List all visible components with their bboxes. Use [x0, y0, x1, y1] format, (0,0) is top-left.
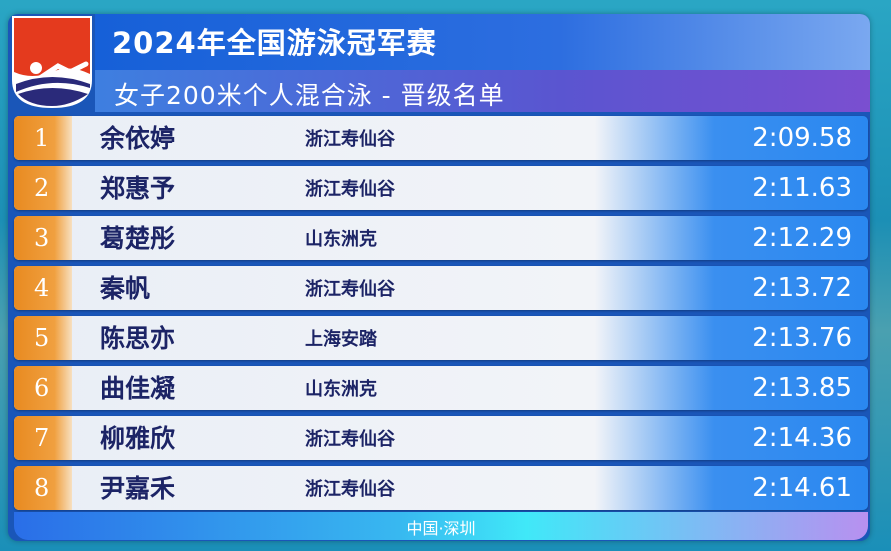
swimming-logo-icon: [12, 16, 92, 108]
result-time: 2:14.36: [752, 423, 852, 453]
result-row: 5 陈思亦 上海安踏 2:13.76: [14, 316, 868, 360]
athlete-name: 陈思亦: [100, 324, 176, 353]
result-time: 2:11.63: [752, 173, 852, 203]
athlete-name: 葛楚彤: [100, 224, 176, 253]
rank-badge: 6: [14, 366, 72, 410]
result-row: 6 曲佳凝 山东洲克 2:13.85: [14, 366, 868, 410]
athlete-name: 秦帆: [100, 274, 151, 303]
event-subtitle: 女子200米个人混合泳 - 晋级名单: [114, 81, 505, 110]
rank-badge: 1: [14, 116, 72, 160]
team-name: 上海安踏: [305, 329, 377, 350]
rank-badge: 8: [14, 466, 72, 510]
rank-badge: 7: [14, 416, 72, 460]
result-time: 2:09.58: [752, 123, 852, 153]
team-name: 浙江寿仙谷: [305, 429, 395, 450]
result-row: 8 尹嘉禾 浙江寿仙谷 2:14.61: [14, 466, 868, 510]
athlete-name: 曲佳凝: [100, 374, 176, 403]
athlete-name: 柳雅欣: [100, 424, 176, 453]
team-name: 山东洲克: [305, 229, 377, 250]
result-time: 2:12.29: [752, 223, 852, 253]
athlete-name: 余依婷: [100, 124, 176, 153]
result-row: 4 秦帆 浙江寿仙谷 2:13.72: [14, 266, 868, 310]
result-row: 3 葛楚彤 山东洲克 2:12.29: [14, 216, 868, 260]
result-row: 7 柳雅欣 浙江寿仙谷 2:14.36: [14, 416, 868, 460]
footer-location: 中国·深圳: [406, 519, 476, 538]
rank-badge: 4: [14, 266, 72, 310]
team-name: 浙江寿仙谷: [305, 179, 395, 200]
athlete-name: 郑惠予: [100, 174, 176, 203]
rank-badge: 5: [14, 316, 72, 360]
athlete-name: 尹嘉禾: [100, 474, 176, 503]
result-row: 2 郑惠予 浙江寿仙谷 2:11.63: [14, 166, 868, 210]
title-bar: [95, 14, 870, 70]
event-title: 2024年全国游泳冠军赛: [112, 26, 437, 60]
team-name: 浙江寿仙谷: [305, 129, 395, 150]
result-time: 2:13.85: [752, 373, 852, 403]
result-time: 2:13.72: [752, 273, 852, 303]
result-time: 2:14.61: [752, 473, 852, 503]
team-name: 山东洲克: [305, 379, 377, 400]
footer-bar: 中国·深圳: [14, 512, 868, 540]
team-name: 浙江寿仙谷: [305, 279, 395, 300]
rank-badge: 2: [14, 166, 72, 210]
team-name: 浙江寿仙谷: [305, 479, 395, 500]
subtitle-bar: [95, 70, 870, 112]
result-time: 2:13.76: [752, 323, 852, 353]
result-row: 1 余依婷 浙江寿仙谷 2:09.58: [14, 116, 868, 160]
rank-badge: 3: [14, 216, 72, 260]
